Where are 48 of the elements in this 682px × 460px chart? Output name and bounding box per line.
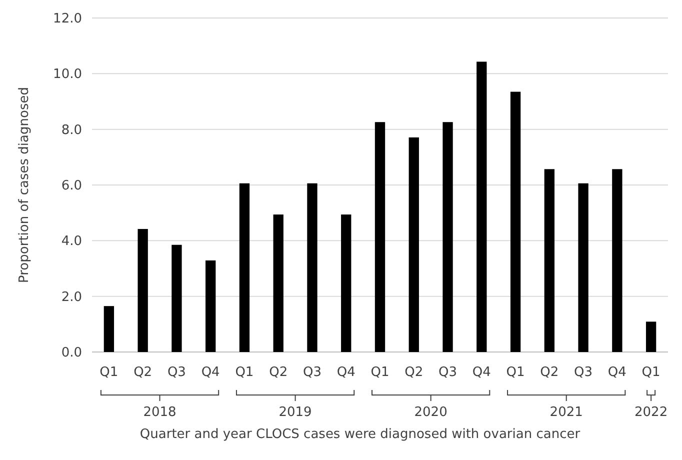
x-tick-label: Q3 <box>438 365 458 380</box>
x-tick-label: Q2 <box>269 365 288 380</box>
x-tick-label: Q3 <box>574 365 593 380</box>
x-tick-label: Q1 <box>235 365 254 380</box>
bar <box>273 214 284 352</box>
bar <box>341 214 352 352</box>
y-tick-label: 10.0 <box>53 67 82 82</box>
bar <box>646 322 656 352</box>
text: 2022 <box>634 405 668 420</box>
text: 2019 <box>278 405 312 420</box>
x-tick-label: Q4 <box>201 365 220 380</box>
bar <box>408 137 419 352</box>
y-tick-label: 0.0 <box>61 346 82 361</box>
x-tick-label: Q3 <box>302 365 322 380</box>
bar <box>239 183 250 352</box>
y-tick-label: 8.0 <box>61 122 82 138</box>
y-axis-title: Proportion of cases diagnosed <box>17 87 32 283</box>
x-tick-label: Q4 <box>336 365 356 380</box>
x-tick-label: Q2 <box>404 365 424 380</box>
x-tick-label: Q4 <box>472 365 491 380</box>
bar <box>374 122 386 352</box>
bar <box>442 122 453 352</box>
y-tick-label: 2.0 <box>61 290 82 305</box>
text: 2021 <box>550 405 583 420</box>
x-tick-label: Q2 <box>540 365 559 380</box>
x-tick-label: Q1 <box>506 365 525 380</box>
x-tick-label: Q4 <box>608 365 626 380</box>
text: 2020 <box>414 405 448 420</box>
x-tick-label: Q2 <box>134 365 152 380</box>
y-tick-label: 6.0 <box>61 178 82 194</box>
y-tick-label: 4.0 <box>61 234 82 250</box>
bar <box>544 169 554 352</box>
bar <box>612 169 622 352</box>
bar <box>578 183 588 352</box>
x-tick-label: Q3 <box>167 365 186 380</box>
text: 2018 <box>143 405 176 420</box>
bar <box>307 183 318 352</box>
bar <box>206 260 216 352</box>
y-tick-label: 12.0 <box>53 12 82 27</box>
x-tick-label: Q1 <box>370 365 390 380</box>
bar <box>476 62 487 352</box>
bar <box>172 244 182 352</box>
x-tick-label: Q1 <box>100 365 118 380</box>
bar <box>138 228 148 352</box>
bar <box>104 306 114 352</box>
x-tick-label: Q1 <box>642 365 660 380</box>
x-axis-title: Quarter and year CLOCS cases were diagnosed with ovarian cancer <box>140 427 581 442</box>
bar <box>510 92 521 352</box>
